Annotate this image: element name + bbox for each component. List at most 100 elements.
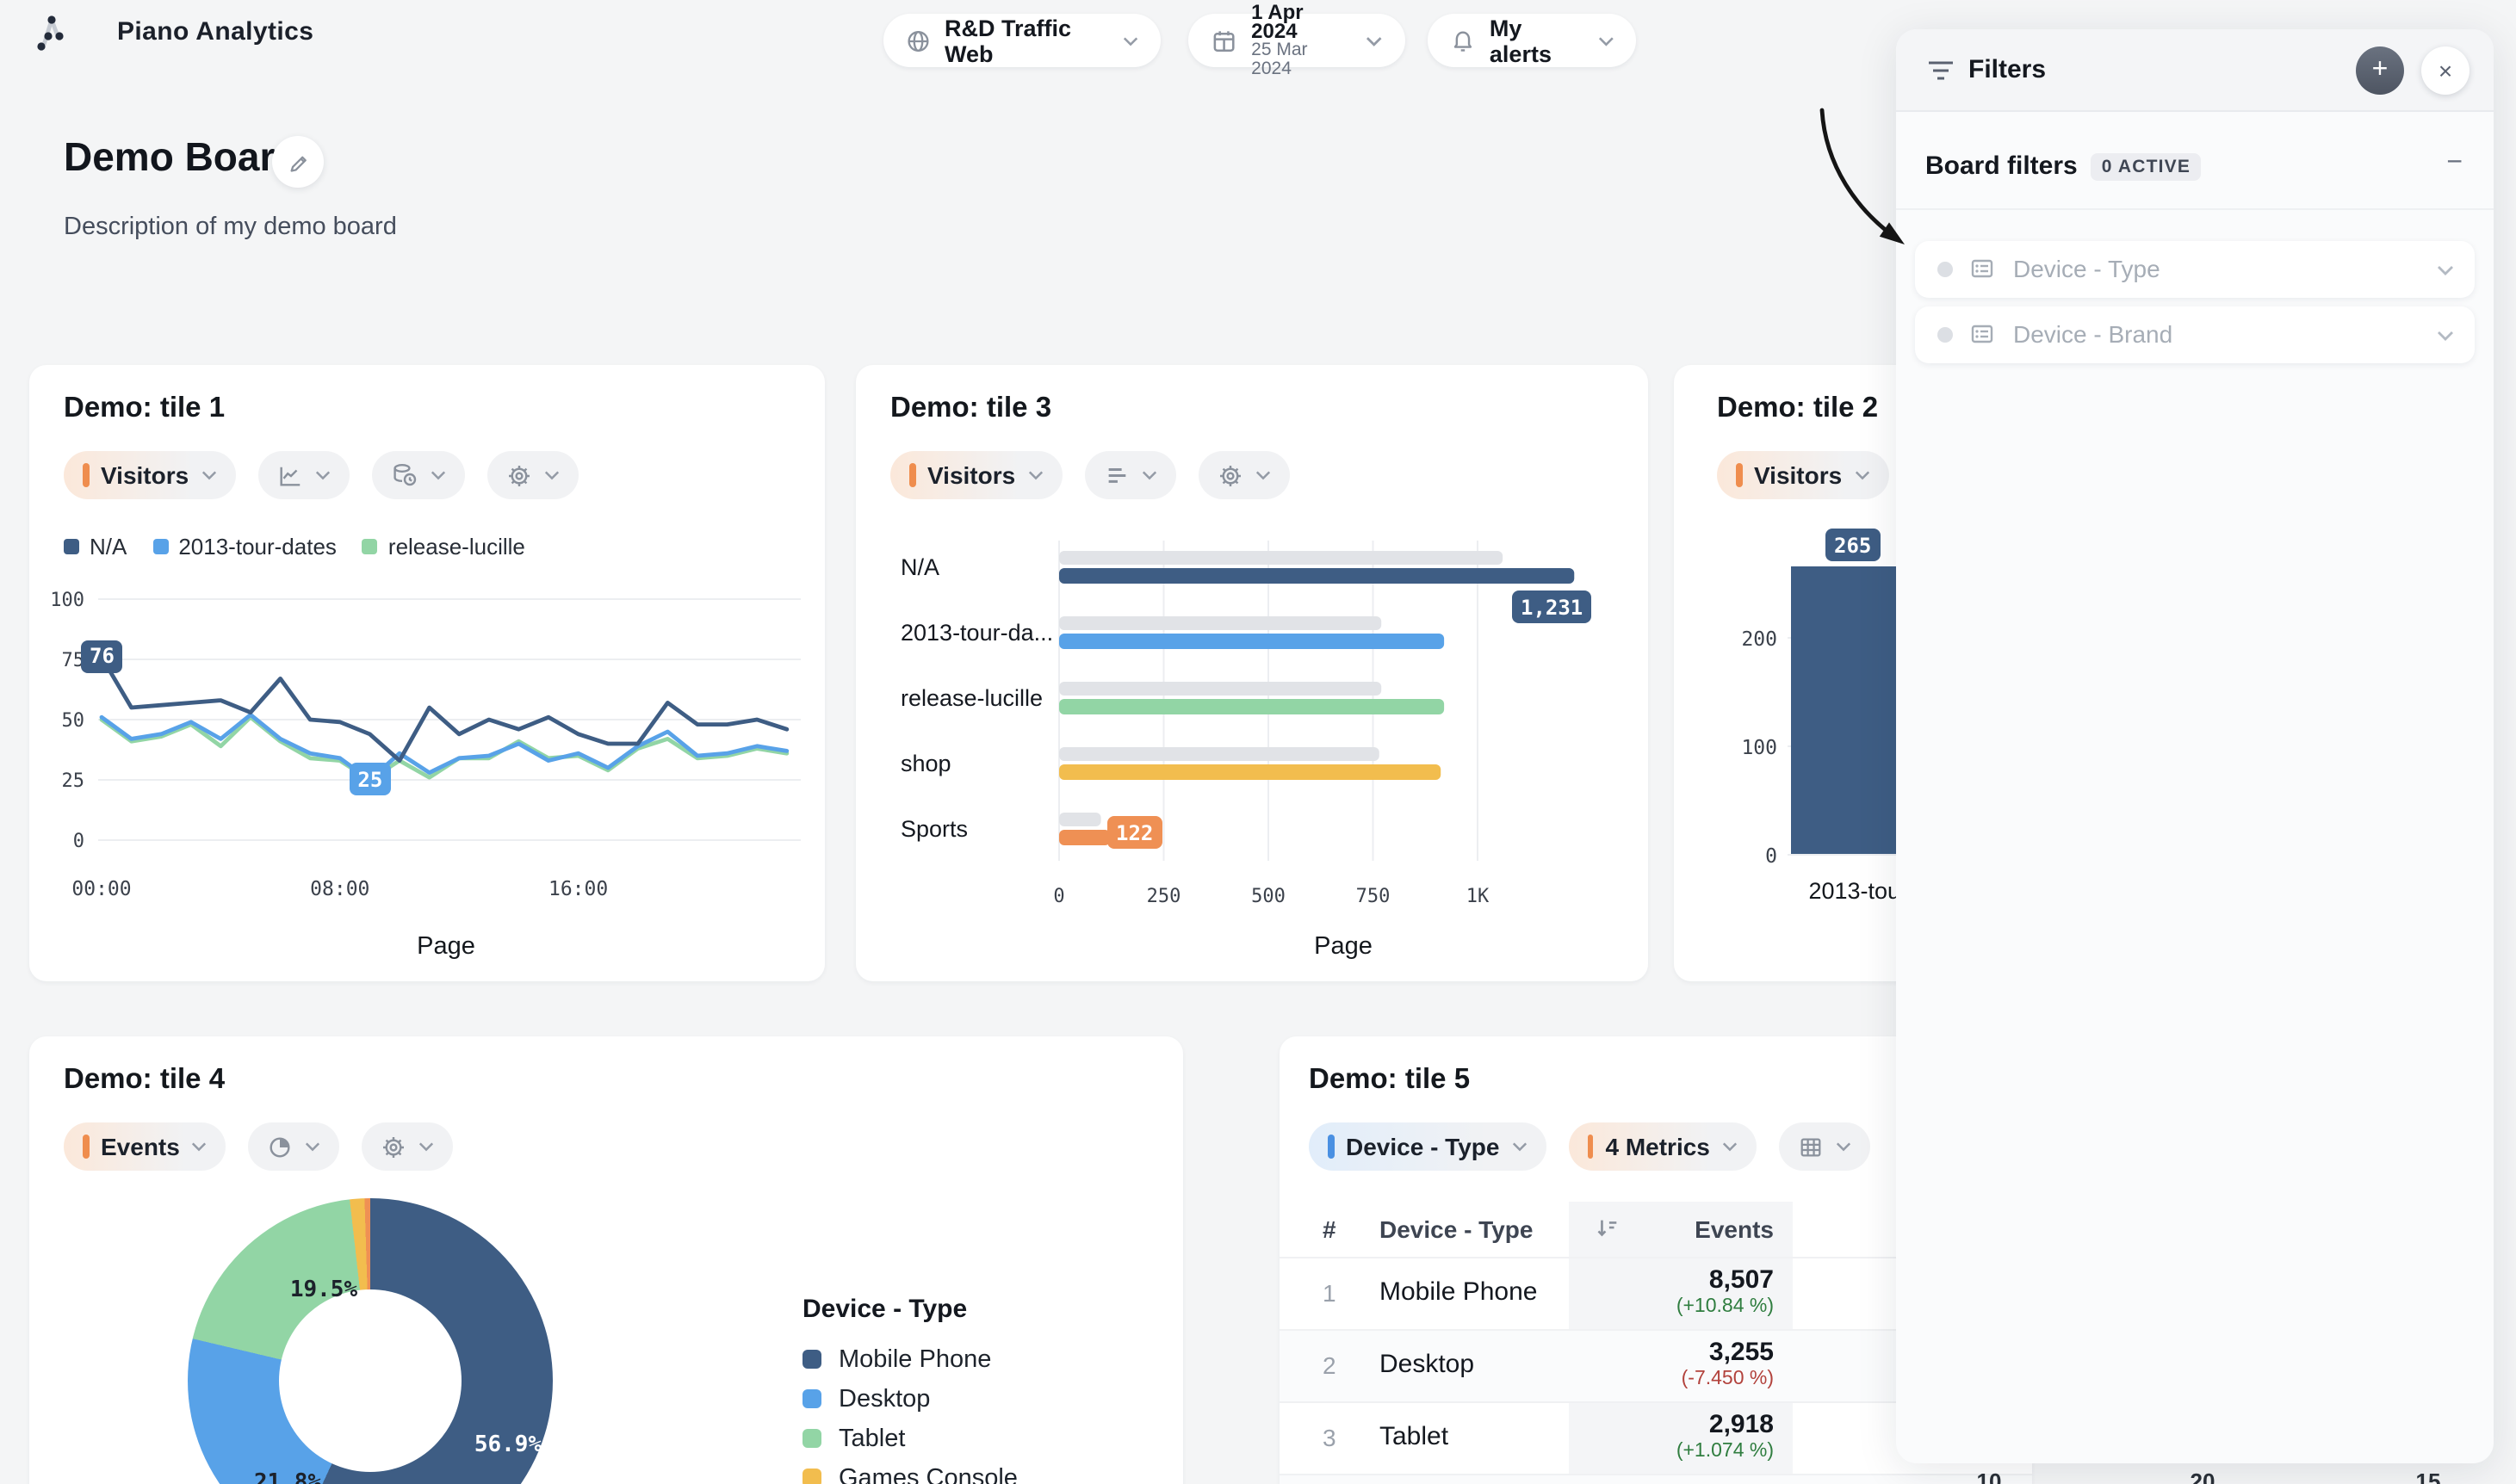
metrics-selector[interactable]: 4 Metrics bbox=[1568, 1122, 1757, 1171]
legend-swatch bbox=[803, 1350, 821, 1369]
chevron-down-icon bbox=[2438, 331, 2453, 341]
chevron-down-icon bbox=[544, 471, 559, 480]
chart-type-selector[interactable] bbox=[1084, 451, 1176, 499]
chevron-down-icon bbox=[1366, 36, 1383, 46]
svg-text:N/A: N/A bbox=[901, 554, 939, 580]
metric-selector[interactable]: Visitors bbox=[1717, 451, 1889, 499]
legend-swatch bbox=[152, 539, 169, 554]
svg-text:00:00: 00:00 bbox=[71, 878, 131, 900]
table-icon bbox=[1800, 1137, 1821, 1156]
filters-panel: Filters + × Board filters 0 ACTIVE − Dev… bbox=[1896, 29, 2494, 1463]
metric-selector[interactable]: Visitors bbox=[890, 451, 1063, 499]
filter-label: Device - Type bbox=[2013, 255, 2160, 282]
svg-text:16:00: 16:00 bbox=[548, 878, 608, 900]
chevron-down-icon bbox=[1512, 1142, 1527, 1152]
value-badge: 265 bbox=[1825, 529, 1881, 561]
filter-item-device-type[interactable]: Device - Type bbox=[1915, 241, 2475, 298]
legend-swatch bbox=[803, 1469, 821, 1484]
svg-text:08:00: 08:00 bbox=[310, 878, 369, 900]
gear-icon bbox=[1219, 465, 1241, 485]
legend-label: Games Console bbox=[839, 1464, 1018, 1484]
divider bbox=[1896, 208, 2494, 210]
bar-chart: 0 250 500 750 1K N/A 2013-tour-da... release-lu… bbox=[901, 541, 1575, 907]
tile-settings[interactable] bbox=[1198, 451, 1290, 499]
legend-item[interactable]: Games Console bbox=[803, 1458, 1018, 1484]
chart-legend: N/A 2013-tour-dates release-lucille bbox=[64, 534, 525, 560]
svg-text:75: 75 bbox=[62, 650, 85, 671]
chevron-down-icon bbox=[315, 471, 330, 480]
table-header: # Device - Type Events bbox=[1280, 1202, 2032, 1257]
site-selector[interactable]: R&D Traffic Web bbox=[883, 14, 1161, 67]
collapse-section-button[interactable]: − bbox=[2446, 148, 2463, 177]
svg-text:100: 100 bbox=[50, 590, 84, 611]
legend-label: 2013-tour-dates bbox=[178, 534, 337, 560]
piano-analytics-logo bbox=[37, 15, 64, 51]
date-primary: 1 Apr 2024 bbox=[1251, 0, 1304, 42]
filter-item-device-brand[interactable]: Device - Brand bbox=[1915, 306, 2475, 363]
legend-item[interactable]: Desktop bbox=[803, 1379, 1018, 1419]
metric-accent bbox=[83, 463, 89, 487]
legend-item[interactable]: 2013-tour-dates bbox=[152, 534, 337, 560]
legend-item[interactable]: N/A bbox=[64, 534, 127, 560]
legend-swatch bbox=[362, 539, 378, 554]
list-icon bbox=[1971, 325, 1993, 343]
metrics-label: 4 Metrics bbox=[1605, 1133, 1710, 1160]
x-axis-title: Page bbox=[417, 933, 475, 961]
gear-icon bbox=[508, 465, 530, 485]
chevron-down-icon bbox=[1255, 471, 1270, 480]
svg-text:750: 750 bbox=[1356, 886, 1391, 907]
chevron-down-icon bbox=[419, 1142, 434, 1152]
metric-selector[interactable]: Events bbox=[64, 1122, 226, 1171]
legend-label: Mobile Phone bbox=[839, 1345, 992, 1373]
legend-label: Desktop bbox=[839, 1385, 931, 1413]
filters-title: Filters bbox=[1968, 55, 2047, 84]
calendar-icon bbox=[1213, 30, 1235, 51]
svg-text:Sports: Sports bbox=[901, 816, 968, 842]
date-range-picker[interactable]: 1 Apr 2024 25 Mar 2024 bbox=[1188, 1, 1405, 77]
tile-title: Demo: tile 4 bbox=[64, 1064, 226, 1095]
add-filter-button[interactable]: + bbox=[2356, 46, 2404, 95]
tile-settings[interactable] bbox=[486, 451, 579, 499]
tile-settings[interactable] bbox=[362, 1122, 454, 1171]
table-row[interactable]: 1 Mobile Phone 8,507 (+10.84 %) bbox=[1280, 1257, 2032, 1331]
metric-header[interactable]: Events bbox=[1695, 1215, 1774, 1243]
pie-chart-icon bbox=[270, 1136, 291, 1157]
bell-icon bbox=[1453, 30, 1472, 51]
row-rank: 1 bbox=[1323, 1279, 1336, 1307]
table-row[interactable]: 4105 bbox=[1280, 1474, 2032, 1484]
chart-type-selector[interactable] bbox=[248, 1122, 340, 1171]
y-axis-label: 200 bbox=[1741, 627, 1777, 651]
board-description: Description of my demo board bbox=[64, 213, 397, 241]
clipped-label: 20 bbox=[2190, 1469, 2215, 1484]
dimension-selector[interactable]: Device - Type bbox=[1309, 1122, 1546, 1171]
table-row[interactable]: 3 Tablet 2,918 (+1.074 %) bbox=[1280, 1401, 2032, 1475]
data-granularity-selector[interactable] bbox=[371, 451, 465, 499]
chart-type-selector[interactable] bbox=[257, 451, 350, 499]
legend-item[interactable]: Tablet bbox=[803, 1419, 1018, 1458]
tile-title: Demo: tile 3 bbox=[890, 393, 1052, 424]
filters-panel-header: Filters + × bbox=[1896, 29, 2494, 112]
row-delta: (-7.450 %) bbox=[1681, 1369, 1774, 1389]
svg-text:2013-tour-da...: 2013-tour-da... bbox=[901, 620, 1053, 646]
metric-selector[interactable]: Visitors bbox=[64, 451, 236, 499]
tile-title: Demo: tile 5 bbox=[1309, 1064, 1471, 1095]
chart-type-selector[interactable] bbox=[1778, 1122, 1870, 1171]
svg-text:25: 25 bbox=[62, 770, 85, 792]
dimension-accent bbox=[1328, 1135, 1334, 1159]
filter-label: Device - Brand bbox=[2013, 320, 2173, 348]
y-axis-label: 100 bbox=[1741, 735, 1777, 759]
legend-item[interactable]: release-lucille bbox=[362, 534, 525, 560]
close-panel-button[interactable]: × bbox=[2421, 46, 2470, 95]
row-value: 2,918 bbox=[1708, 1410, 1774, 1439]
date-range: 1 Apr 2024 25 Mar 2024 bbox=[1251, 0, 1352, 78]
legend-item[interactable]: Mobile Phone bbox=[803, 1339, 1018, 1379]
chevron-down-icon bbox=[431, 471, 445, 480]
line-chart: 0 25 50 75 100 00:00 08:00 16:00 bbox=[50, 590, 801, 900]
alerts-menu[interactable]: My alerts bbox=[1428, 14, 1636, 67]
edit-board-button[interactable] bbox=[272, 136, 324, 188]
tile-demo-3: Demo: tile 3 Visitors 0 250 500 75 bbox=[856, 365, 1648, 981]
legend-label: release-lucille bbox=[387, 534, 525, 560]
sort-desc-icon[interactable] bbox=[1595, 1215, 1621, 1241]
pencil-icon bbox=[290, 156, 307, 172]
dimension-header[interactable]: Device - Type bbox=[1379, 1215, 1534, 1243]
